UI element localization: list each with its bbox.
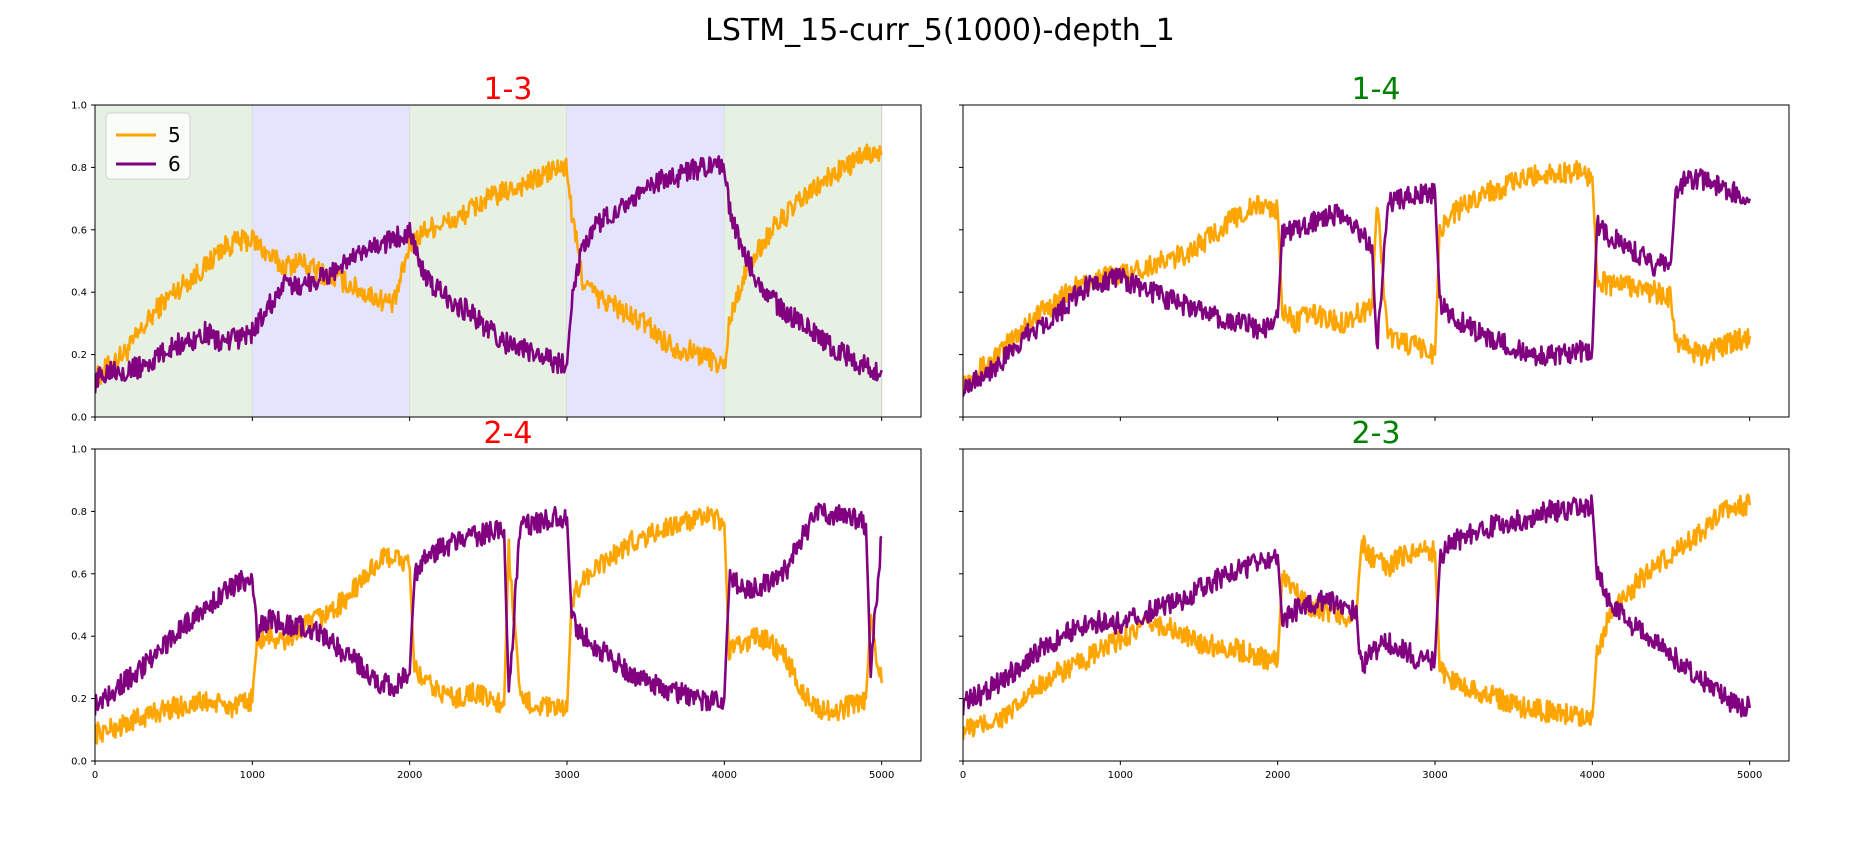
series-line-5 (963, 160, 1751, 394)
x-tick-label: 3000 (1422, 770, 1447, 781)
y-tick-label: 0.8 (71, 163, 87, 174)
figure-title: LSTM_15-curr_5(1000)-depth_1 (705, 13, 1175, 48)
axes-frame (962, 448, 1790, 762)
y-tick-label: 0.0 (71, 413, 87, 424)
subplot-2-3: 0 1000 2000 3000 4000 5000 2-3 (959, 416, 1790, 781)
y-tick-label: 0.0 (71, 757, 87, 768)
x-tick-label: 4000 (712, 770, 737, 781)
y-tick-label: 1.0 (71, 101, 87, 112)
x-tick-label: 0 (960, 770, 966, 781)
x-tick-label: 4000 (1580, 770, 1605, 781)
subplot-1-3: 0.00.20.40.60.81.0 1-356 (71, 72, 922, 424)
phase-band-3 (567, 105, 725, 417)
legend-label-5: 5 (168, 123, 181, 147)
subplot-2-4: 0 1000 2000 3000 4000 5000 0.0 0.2 0.4 0.6 0.8 1.0 2… (71, 416, 922, 781)
y-tick-label: 0.6 (71, 225, 87, 236)
x-tick-label: 1000 (1108, 770, 1133, 781)
legend-label-6: 6 (168, 152, 181, 176)
subplot-title: 1-3 (484, 72, 533, 107)
y-tick-label: 0.4 (71, 288, 87, 299)
x-tick-label: 3000 (554, 770, 579, 781)
axes-frame (94, 448, 922, 762)
series-line-5 (95, 506, 883, 745)
x-tick-label: 5000 (1737, 770, 1762, 781)
series-line-6 (963, 494, 1751, 718)
subplot-title: 2-4 (484, 416, 533, 451)
phase-band-2 (409, 105, 567, 417)
series-line-6 (95, 155, 883, 394)
y-tick-label: 0.6 (71, 569, 87, 580)
axes-frame (94, 104, 922, 418)
x-tick-label: 2000 (397, 770, 422, 781)
axes-frame (962, 104, 1790, 418)
y-tick-label: 1.0 (71, 445, 87, 456)
subplot-1-4: 1-4 (959, 72, 1790, 421)
y-tick-label: 0.8 (71, 507, 87, 518)
x-tick-label: 0 (92, 770, 98, 781)
legend: 56 (105, 112, 191, 180)
subplot-title: 2-3 (1352, 416, 1401, 451)
y-tick-label: 0.2 (71, 694, 87, 705)
y-tick-label: 0.2 (71, 350, 87, 361)
x-tick-label: 5000 (869, 770, 894, 781)
y-tick-label: 0.4 (71, 632, 87, 643)
subplot-title: 1-4 (1352, 72, 1401, 107)
series-line-6 (963, 168, 1751, 397)
x-tick-label: 1000 (240, 770, 265, 781)
x-tick-label: 2000 (1265, 770, 1290, 781)
series-line-6 (95, 502, 883, 716)
